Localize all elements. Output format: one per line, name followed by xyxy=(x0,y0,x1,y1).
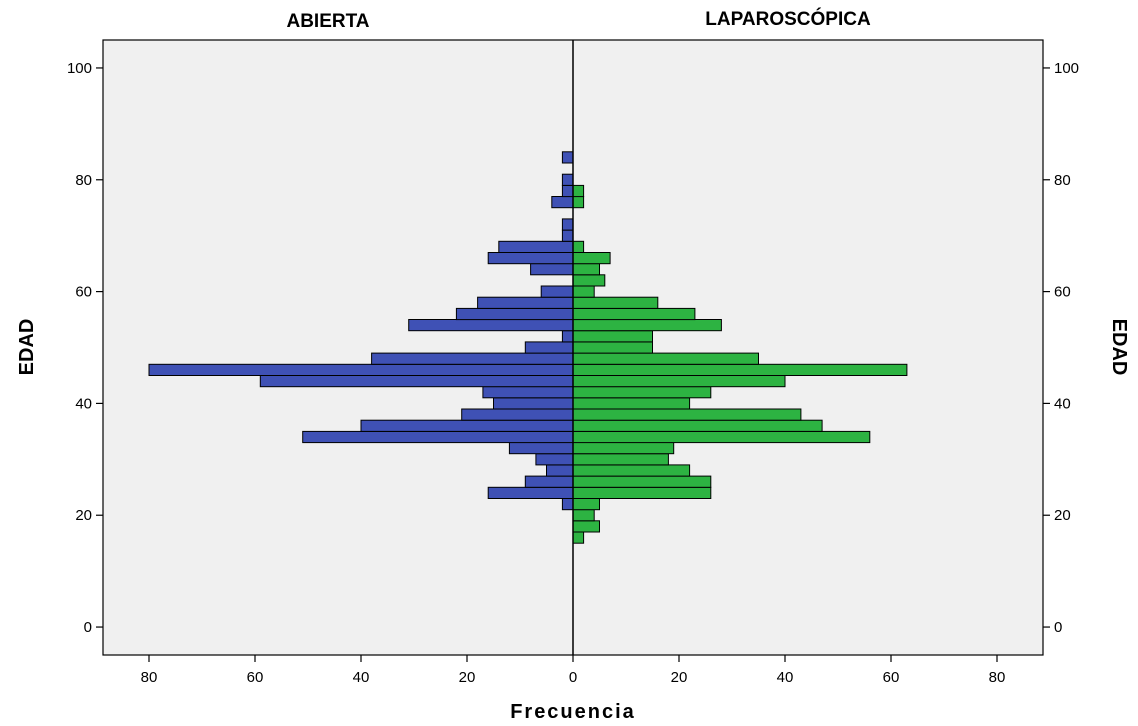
abierta-bar-26 xyxy=(524,475,574,488)
laparoscopica-bar-36 xyxy=(572,419,823,432)
right-panel-title: LAPAROSCÓPICA xyxy=(705,8,871,30)
y-tick-label-right-20: 20 xyxy=(1054,507,1071,524)
laparoscopica-bar-38 xyxy=(572,408,802,421)
y-tick-label-left-40: 40 xyxy=(75,395,92,412)
y-tick-label-left-60: 60 xyxy=(75,284,92,301)
y-tick-label-left-20: 20 xyxy=(75,507,92,524)
x-tick-label-6: 40 xyxy=(777,669,794,686)
laparoscopica-bar-64 xyxy=(572,263,600,276)
x-axis-title: Frecuencia xyxy=(510,701,636,723)
y-axis-ticks: 0 0 20 20 40 40 60 60 80 80 100 100 xyxy=(67,60,1079,636)
abierta-bar-78 xyxy=(561,184,574,198)
laparoscopica-bar-58 xyxy=(572,296,659,309)
laparoscopica-bar-16 xyxy=(572,531,585,544)
abierta-bar-24 xyxy=(487,486,574,499)
laparoscopica-bar-48 xyxy=(572,352,759,365)
laparoscopica-bar-32 xyxy=(572,442,675,455)
abierta-bar-52 xyxy=(561,330,574,343)
y-axis-title-right: EDAD xyxy=(1108,319,1130,376)
abierta-bar-40 xyxy=(493,397,574,410)
abierta-bar-32 xyxy=(508,442,574,455)
laparoscopica-bar-56 xyxy=(572,307,696,321)
x-tick-label-0: 80 xyxy=(141,669,158,686)
x-tick-label-8: 80 xyxy=(989,669,1006,686)
laparoscopica-bar-22 xyxy=(572,498,600,511)
laparoscopica-bar-52 xyxy=(572,330,653,343)
x-tick-label-4: 0 xyxy=(569,669,577,686)
y-tick-label-right-40: 40 xyxy=(1054,395,1071,412)
laparoscopica-bar-62 xyxy=(572,274,606,287)
laparoscopica-bar-60 xyxy=(572,285,595,298)
abierta-bar-54 xyxy=(408,319,574,332)
x-tick-label-2: 40 xyxy=(353,669,370,686)
y-axis-title-left: EDAD xyxy=(16,319,38,376)
laparoscopica-bar-76 xyxy=(572,196,585,209)
laparoscopica-bar-34 xyxy=(572,430,871,444)
y-tick-label-right-60: 60 xyxy=(1054,284,1071,301)
abierta-bar-50 xyxy=(524,341,574,354)
abierta-bar-80 xyxy=(561,173,574,186)
laparoscopica-bar-66 xyxy=(572,252,611,265)
abierta-bar-38 xyxy=(461,408,574,421)
y-tick-label-right-0: 0 xyxy=(1054,619,1062,636)
left-panel-title: ABIERTA xyxy=(286,11,369,32)
y-tick-label-right-100: 100 xyxy=(1054,60,1079,77)
abierta-bar-58 xyxy=(477,296,574,309)
abierta-bar-48 xyxy=(371,352,574,365)
abierta-bar-22 xyxy=(561,498,574,511)
y-tick-label-left-100: 100 xyxy=(67,60,92,77)
x-tick-label-7: 60 xyxy=(883,669,900,686)
laparoscopica-bar-44 xyxy=(572,375,786,388)
laparoscopica-bar-46 xyxy=(572,363,908,376)
y-tick-label-left-80: 80 xyxy=(75,172,92,189)
laparoscopica-bar-42 xyxy=(572,386,712,399)
abierta-bar-64 xyxy=(530,263,574,276)
x-tick-label-1: 60 xyxy=(247,669,264,686)
laparoscopica-bar-28 xyxy=(572,464,691,477)
abierta-bar-56 xyxy=(455,307,574,321)
abierta-bar-76 xyxy=(551,196,574,209)
laparoscopica-bar-18 xyxy=(572,520,600,533)
laparoscopica-bar-78 xyxy=(572,184,585,198)
abierta-bar-30 xyxy=(535,453,574,466)
abierta-bar-66 xyxy=(487,252,574,265)
laparoscopica-bar-26 xyxy=(572,475,712,488)
y-tick-label-left-0: 0 xyxy=(84,619,92,636)
x-tick-label-5: 20 xyxy=(671,669,688,686)
x-tick-label-3: 20 xyxy=(459,669,476,686)
abierta-bar-28 xyxy=(546,464,574,477)
abierta-bar-44 xyxy=(259,375,574,388)
abierta-bar-36 xyxy=(360,419,574,432)
abierta-bar-68 xyxy=(498,240,574,254)
abierta-bar-72 xyxy=(561,218,574,231)
abierta-bars xyxy=(148,151,574,511)
laparoscopica-bar-50 xyxy=(572,341,653,354)
abierta-bar-70 xyxy=(561,229,574,242)
laparoscopica-bar-24 xyxy=(572,486,712,499)
laparoscopica-bar-20 xyxy=(572,509,595,522)
abierta-bar-42 xyxy=(482,386,574,399)
abierta-bar-34 xyxy=(302,430,574,444)
abierta-bar-46 xyxy=(148,363,574,376)
abierta-bar-84 xyxy=(561,151,574,164)
abierta-bar-60 xyxy=(540,285,574,298)
x-axis-ticks: 80 60 40 20 0 20 40 60 80 xyxy=(141,655,1006,686)
laparoscopica-bar-68 xyxy=(572,240,585,254)
laparoscopica-bar-54 xyxy=(572,319,722,332)
laparoscopica-bar-30 xyxy=(572,453,669,466)
laparoscopica-bar-40 xyxy=(572,397,691,410)
y-tick-label-right-80: 80 xyxy=(1054,172,1071,189)
